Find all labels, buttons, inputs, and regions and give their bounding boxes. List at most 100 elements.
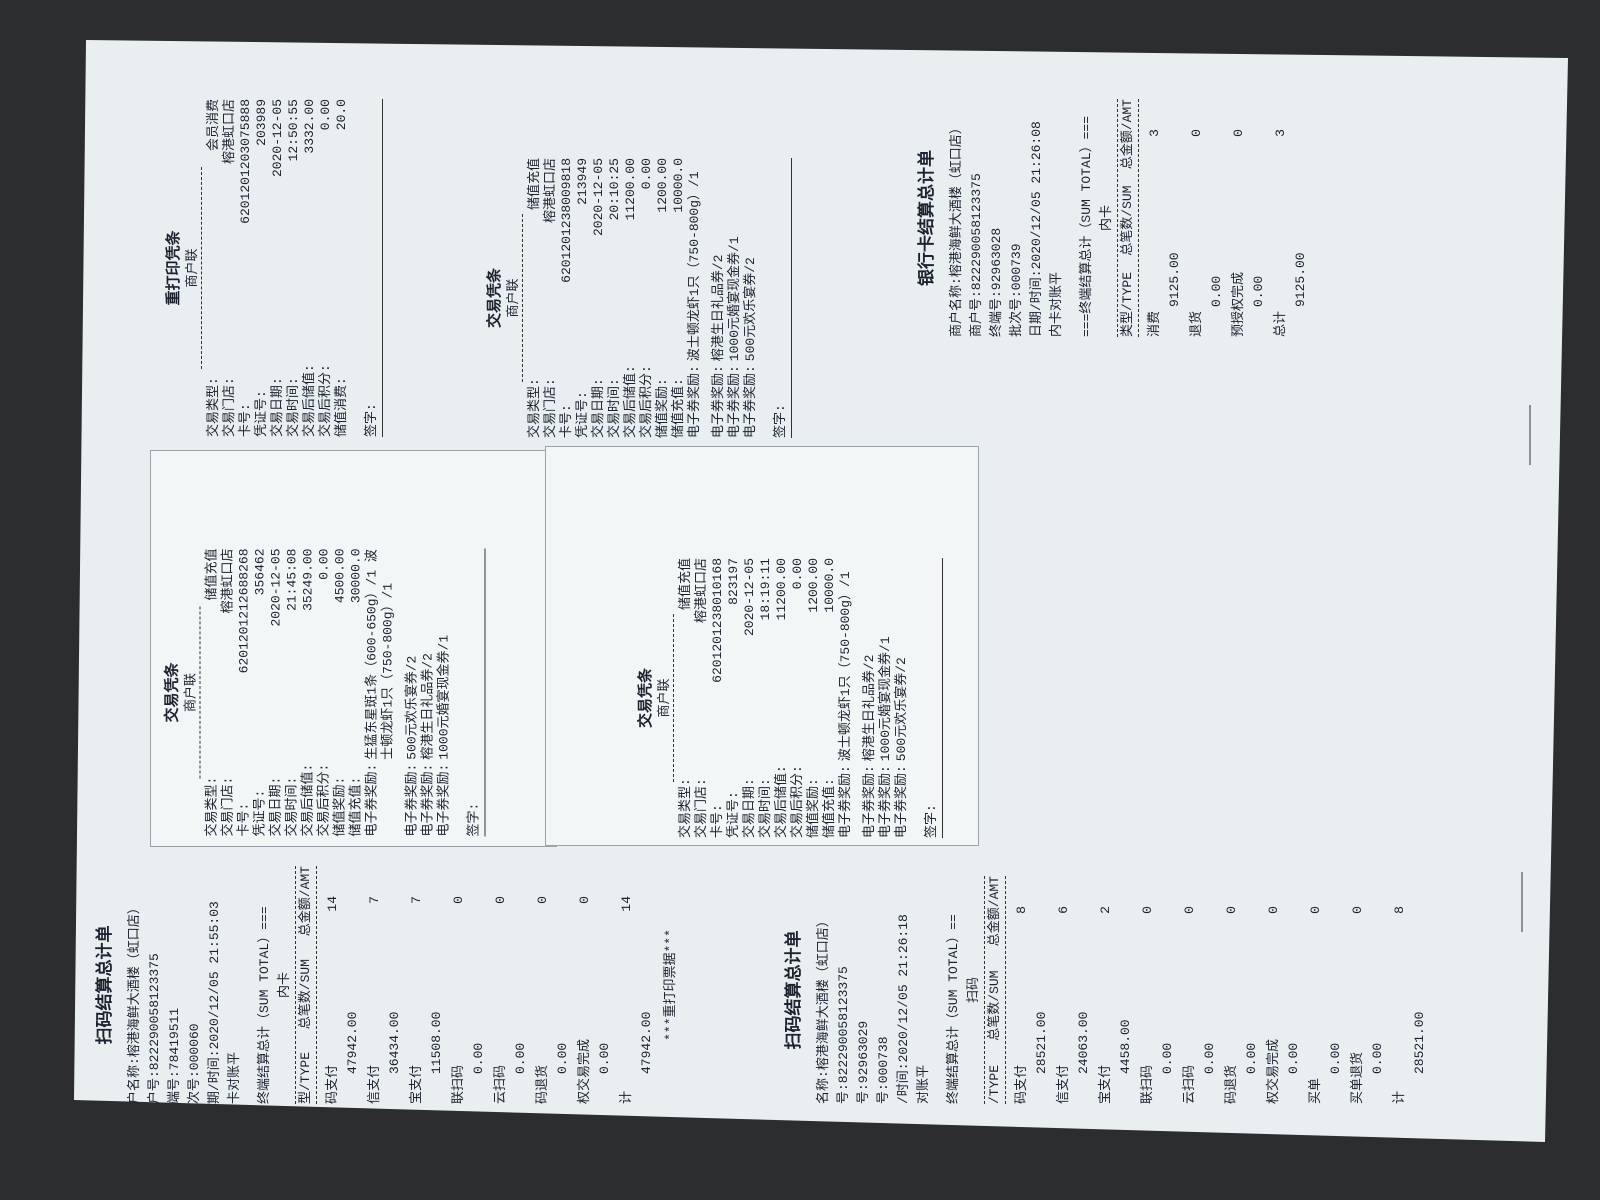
row-type-count: 云扫码 0 — [491, 866, 511, 1104]
field-value: 1200.00 — [806, 558, 821, 613]
field-value: 823197 — [726, 558, 741, 605]
reward-label: 电子券奖励: — [838, 765, 853, 838]
row-type: 退货 — [1189, 310, 1204, 337]
row-type-count: 联扫码 0 — [449, 866, 469, 1104]
field-label: 卡号: — [236, 802, 252, 836]
row-count: 0 — [535, 896, 550, 904]
settlement-receipt: 银行卡结算总计单 商户名称:榕港海鲜大酒楼（虹口店） 商户号:82229005812… — [915, 93, 1385, 343]
field-label: 交易门店: — [220, 776, 236, 836]
field-label: 交易后储值: — [774, 765, 789, 838]
row-type-count: 信支付 6 — [1054, 876, 1074, 1104]
field-label: 凭证号: — [575, 391, 590, 438]
row-type-count: 总计 3 — [1271, 99, 1291, 337]
field-value: 储值充值 — [678, 558, 693, 611]
row-type-count: 消费 3 — [1145, 99, 1165, 337]
field-value: 356462 — [252, 548, 268, 595]
field-label: 凭证号: — [726, 791, 741, 838]
row-type-count: 联扫码 0 — [1138, 876, 1158, 1104]
reward-row: 电子券奖励: 波士顿龙虾1只（750-800g）/1 — [838, 558, 854, 838]
settlement-footer: ***重打印票据*** — [663, 929, 678, 1041]
field-label: 交易门店: — [543, 378, 558, 438]
field-row: 交易日期: 2020-12-05 — [742, 558, 758, 838]
field-value: 10000.0 — [822, 558, 837, 613]
field-value: 4500.00 — [332, 548, 348, 603]
reward-label: 电子券奖励: — [743, 365, 758, 438]
field-row: 交易日期: 2020-12-05 — [269, 548, 285, 836]
row-amount: 0.00 — [1244, 1042, 1259, 1074]
field-label: 储值奖励: — [655, 378, 670, 438]
row-type: 码支付 — [325, 1064, 340, 1104]
field-value: 12:50:55 — [286, 99, 301, 162]
field-label: 交易后储值: — [300, 763, 316, 836]
row-amount: 47942.00 — [639, 1011, 654, 1074]
row-type-count: 码支付 14 — [323, 866, 343, 1104]
row-amount: 0.00 — [1370, 1042, 1385, 1074]
field-label: 交易时间: — [286, 377, 301, 437]
field-label: 交易后储值: — [623, 365, 638, 438]
row-type: 宝支付 — [409, 1064, 424, 1104]
receipt-copy: 商户联 — [183, 605, 201, 779]
reward-label: 电子券奖励: — [862, 765, 877, 838]
field-label: 交易日期: — [591, 378, 606, 438]
receipt-title: 交易凭条 — [638, 668, 655, 729]
field-row: 交易后积分: 0.00 — [639, 158, 655, 438]
subsection-title: 扫码 — [964, 876, 985, 1104]
settlement-info: 次号:000060 — [187, 1023, 202, 1104]
reward-row: 电子券奖励: 1000元婚宴现金券/1 — [878, 558, 894, 838]
field-label: 凭证号: — [252, 789, 268, 836]
row-count: 0 — [1189, 129, 1204, 137]
row-type-count: 权交易完成 0 — [1264, 876, 1284, 1104]
reward-row: 电子券奖励: 500元欢乐宴券/2 — [894, 558, 910, 838]
row-amount: 9125.00 — [1293, 252, 1308, 307]
field-value: 3332.00 — [302, 99, 317, 154]
field-label: 卡号: — [238, 403, 253, 437]
field-label: 交易日期: — [270, 377, 285, 437]
row-type-count: 码退货 0 — [533, 866, 553, 1104]
row-amount: 0.00 — [1160, 1042, 1175, 1074]
field-value: 榕港虹口店 — [222, 99, 237, 165]
reward-label: 电子券奖励: — [687, 365, 702, 438]
reward-value: 1000元婚宴现金券/1 — [727, 236, 742, 362]
reward-value: 500元欢乐宴券/2 — [404, 655, 420, 760]
receipt-title: 交易凭条 — [164, 662, 182, 723]
field-row: 交易时间: 20:10:25 — [607, 158, 623, 438]
field-label: 凭证号: — [254, 390, 269, 437]
reward-row: 电子券奖励: 榕港生日礼品券/2 — [862, 558, 878, 838]
settlement-info: 户名称:榕港海鲜大酒楼（虹口店） — [127, 901, 142, 1104]
row-count: 2 — [1098, 906, 1113, 914]
settlement-info: 端号:78419511 — [167, 1007, 182, 1104]
reward-row: 电子券奖励: 生猛东星斑1条（600-650g）/1 波士顿龙虾1只（750-80… — [365, 548, 397, 836]
reward-label: 电子券奖励: — [727, 365, 742, 438]
settlement-info: 商户号:822290058123375 — [969, 173, 984, 337]
reward-row: 电子券奖励: 1000元婚宴现金券/1 — [727, 158, 743, 438]
receipt-copy: 商户联 — [657, 614, 674, 782]
field-value: 储值充值 — [527, 158, 542, 211]
voucher-receipt: 交易凭条 商户联 交易类型: 储值充值 交易门店: 榕港虹口店 卡号: 62012012380… — [482, 152, 822, 444]
field-value: 0.00 — [318, 99, 333, 131]
header-cell: 总笔数/SUM — [987, 970, 1002, 1041]
row-type: 信支付 — [367, 1064, 382, 1104]
signature-line: 签字: — [466, 548, 486, 836]
field-value: 2020-12-05 — [742, 558, 757, 637]
row-count: 0 — [1140, 906, 1155, 914]
field-value: 18:19:11 — [758, 558, 773, 621]
field-value: 6201201238009818 — [559, 158, 574, 283]
row-amount: 4458.00 — [1118, 1019, 1133, 1074]
header-cell: 总金额/AMT — [298, 866, 313, 937]
field-row: 卡号: 6201201203075888 — [238, 99, 254, 437]
field-label: 交易后积分: — [316, 763, 332, 836]
settlement-info: /时间:2020/12/05 21:26:18 — [896, 914, 911, 1104]
field-row: 交易类型: 会员消费 — [206, 99, 222, 437]
row-count: 0 — [451, 896, 466, 904]
row-type: 计 — [1392, 1090, 1407, 1104]
field-label: 交易后积分: — [318, 364, 333, 437]
field-row: 交易后积分: 0.00 — [318, 99, 334, 437]
field-label: 交易日期: — [742, 778, 757, 838]
reward-value: 榕港生日礼品券/2 — [420, 652, 436, 760]
field-value: 0.00 — [639, 158, 654, 190]
row-amount: 0.00 — [1209, 275, 1224, 307]
settlement-info: 内卡对账平 — [1049, 271, 1064, 337]
field-row: 储值充值: 10000.0 — [671, 158, 687, 438]
field-row: 交易后储值: 35249.00 — [301, 548, 317, 836]
row-count: 0 — [1182, 906, 1197, 914]
